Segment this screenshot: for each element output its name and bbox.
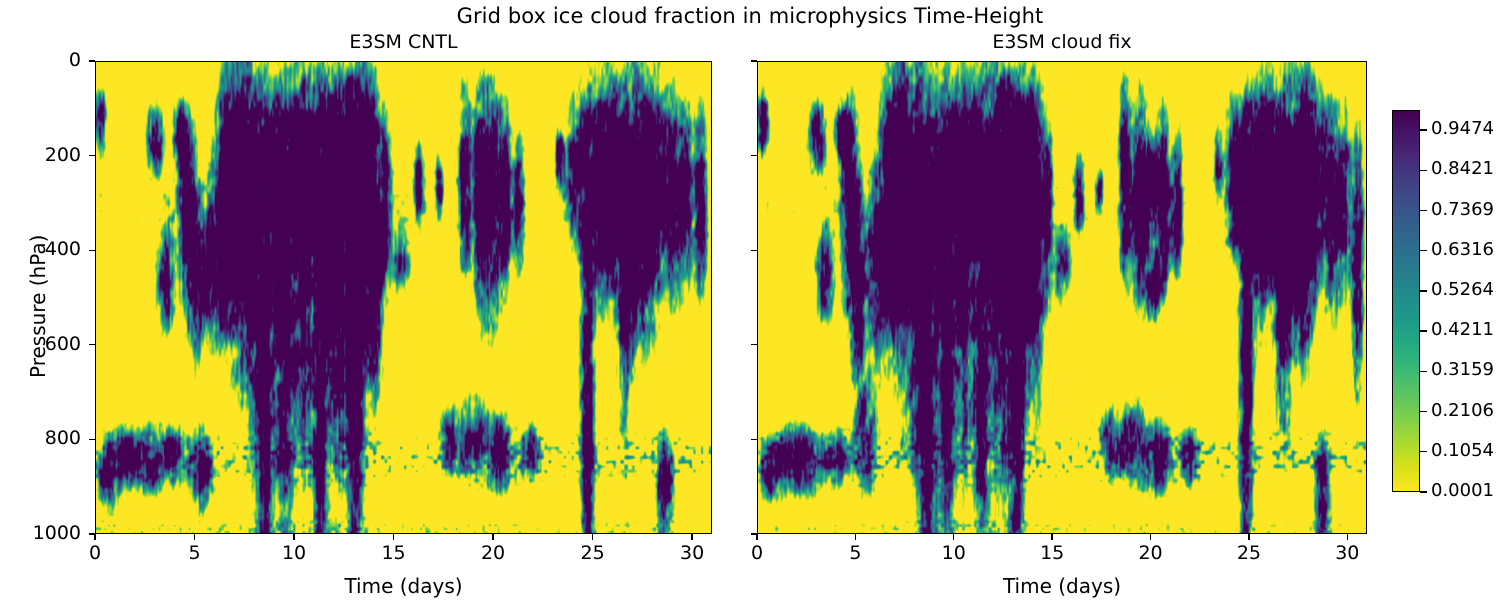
y-tick: [751, 249, 757, 251]
x-tick-label-10: 10: [281, 542, 307, 564]
y-tick: [751, 154, 757, 157]
y-tick: [89, 344, 95, 346]
y-tick: [751, 533, 757, 535]
colorbar-tick-label-0.2106: 0.2106: [1431, 399, 1494, 421]
x-tick-label-30: 30: [1335, 542, 1360, 564]
colorbar-tick: [1420, 290, 1427, 292]
x-tick-label-15: 15: [1040, 542, 1065, 564]
colorbar-tick-label-0.8421: 0.8421: [1431, 158, 1494, 180]
x-tick: [591, 534, 594, 540]
x-tick: [193, 534, 196, 540]
x-tick: [1149, 534, 1152, 540]
x-axis-label: Time (days): [344, 574, 463, 598]
colorbar-tick: [1420, 410, 1427, 413]
heatmap-panel-cloudfix[interactable]: [757, 61, 1367, 534]
x-tick: [1051, 534, 1053, 540]
x-tick: [953, 534, 955, 540]
x-tick-label-5: 5: [188, 542, 201, 564]
x-axis-label: Time (days): [1002, 574, 1122, 598]
colorbar-tick: [1420, 330, 1427, 332]
panel-title-right: E3SM cloud fix: [992, 31, 1132, 53]
colorbar-tick: [1420, 451, 1427, 453]
colorbar-tick: [1420, 250, 1427, 252]
x-tick-label-10: 10: [941, 542, 966, 564]
heatmap-panel-cntl[interactable]: [95, 61, 712, 534]
colorbar-tick: [1420, 169, 1427, 171]
x-tick: [756, 534, 758, 540]
y-tick-label-200: 200: [44, 143, 81, 166]
colorbar-tick: [1420, 491, 1427, 493]
y-tick-label-800: 800: [44, 427, 81, 450]
y-tick: [751, 438, 757, 441]
colorbar-tick-label-0.9474: 0.9474: [1431, 118, 1494, 140]
x-tick: [94, 534, 96, 540]
y-tick-label-400: 400: [44, 238, 81, 261]
colorbar-tick: [1420, 209, 1427, 212]
x-tick: [854, 534, 857, 540]
colorbar-tick-label-0.5264: 0.5264: [1431, 278, 1494, 300]
y-tick: [89, 249, 95, 251]
x-tick-label-20: 20: [480, 542, 506, 564]
y-tick: [89, 60, 95, 62]
x-tick: [492, 534, 494, 540]
x-tick-label-0: 0: [750, 542, 764, 564]
colorbar-tick-label-0.4211: 0.4211: [1431, 319, 1494, 341]
x-tick-label-25: 25: [580, 542, 605, 564]
colorbar-tick: [1420, 370, 1427, 373]
x-tick: [691, 534, 693, 540]
x-tick-label-0: 0: [88, 542, 102, 564]
y-tick-label-600: 600: [44, 332, 81, 355]
x-tick-label-20: 20: [1138, 542, 1163, 564]
panel-title-left: E3SM CNTL: [349, 31, 458, 53]
colorbar[interactable]: [1392, 110, 1420, 492]
colorbar-tick-label-0.6316: 0.6316: [1431, 238, 1494, 260]
y-tick-label-1000: 1000: [32, 522, 81, 544]
y-tick-label-0: 0: [68, 49, 81, 71]
y-tick: [89, 533, 95, 535]
colorbar-tick: [1420, 129, 1427, 131]
colorbar-tick-label-0.0001: 0.0001: [1431, 480, 1494, 501]
y-tick: [89, 154, 95, 157]
x-tick: [1346, 534, 1348, 540]
x-tick-label-30: 30: [680, 542, 705, 564]
x-tick: [1248, 534, 1250, 540]
x-tick: [392, 534, 395, 540]
colorbar-tick-label-0.3159: 0.3159: [1431, 359, 1494, 381]
x-tick-label-15: 15: [381, 542, 406, 564]
x-tick: [293, 534, 295, 540]
y-tick: [751, 60, 757, 62]
x-tick-label-5: 5: [849, 542, 862, 564]
colorbar-tick-label-0.7369: 0.7369: [1431, 198, 1494, 220]
x-tick-label-25: 25: [1236, 542, 1262, 564]
colorbar-tick-label-0.1054: 0.1054: [1431, 439, 1494, 461]
y-tick: [751, 344, 757, 346]
figure-suptitle: Grid box ice cloud fraction in microphys…: [456, 4, 1044, 28]
y-axis-label: Pressure (hPa): [26, 234, 50, 378]
y-tick: [89, 438, 95, 441]
